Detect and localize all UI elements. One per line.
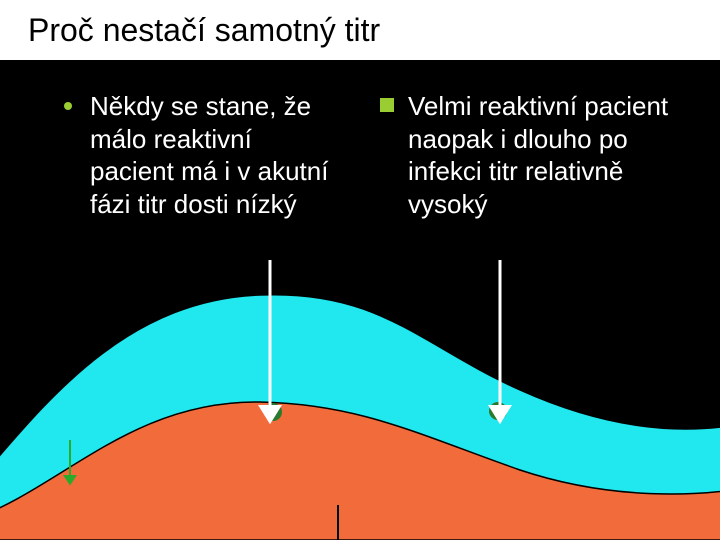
right-marker bbox=[489, 402, 507, 420]
bullet-square-icon bbox=[380, 98, 394, 112]
title-bar: Proč nestačí samotný titr bbox=[0, 0, 720, 60]
right-column: Velmi reaktivní pacient naopak i dlouho … bbox=[360, 90, 720, 220]
titer-chart bbox=[0, 260, 720, 540]
content-columns: Někdy se stane, že málo reaktivní pacien… bbox=[0, 90, 720, 220]
left-column: Někdy se stane, že málo reaktivní pacien… bbox=[0, 90, 360, 220]
bullet-dot-icon bbox=[64, 102, 72, 110]
left-marker bbox=[264, 403, 282, 421]
left-bullet-text: Někdy se stane, že málo reaktivní pacien… bbox=[90, 90, 340, 220]
right-bullet-text: Velmi reaktivní pacient naopak i dlouho … bbox=[408, 90, 698, 220]
slide-title: Proč nestačí samotný titr bbox=[28, 12, 380, 49]
slide: Proč nestačí samotný titr Někdy se stane… bbox=[0, 0, 720, 540]
